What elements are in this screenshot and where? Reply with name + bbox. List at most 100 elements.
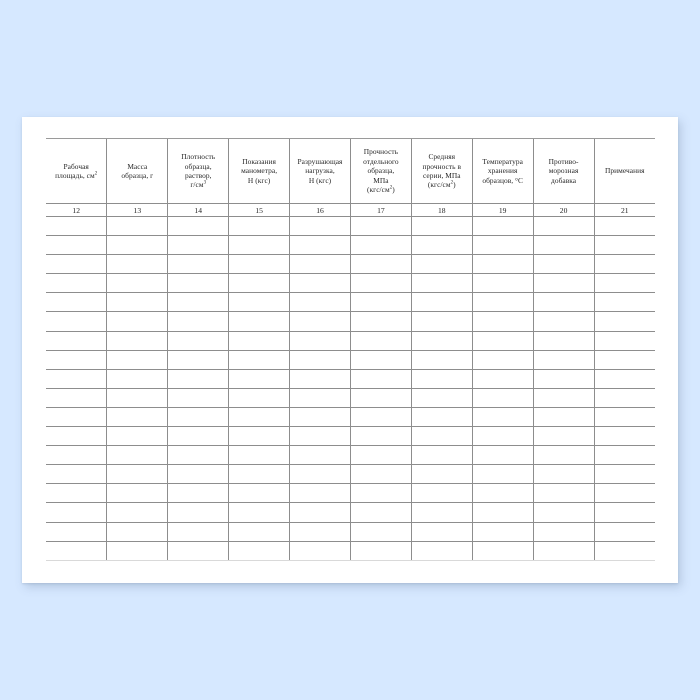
table-cell[interactable]: [228, 311, 290, 332]
table-cell[interactable]: [532, 235, 595, 256]
table-cell[interactable]: [349, 388, 412, 408]
table-cell[interactable]: [289, 502, 351, 523]
table-cell[interactable]: [289, 273, 351, 294]
table-cell[interactable]: [46, 235, 107, 256]
table-cell[interactable]: [167, 522, 229, 542]
table-cell[interactable]: [532, 254, 595, 275]
table-cell[interactable]: [228, 235, 290, 256]
table-cell[interactable]: [532, 350, 595, 370]
table-cell[interactable]: [167, 273, 229, 294]
table-cell[interactable]: [349, 445, 412, 466]
table-cell[interactable]: [167, 541, 229, 561]
table-cell[interactable]: [349, 522, 412, 542]
table-cell[interactable]: [289, 331, 351, 351]
table-cell[interactable]: [349, 331, 412, 351]
table-cell[interactable]: [471, 235, 534, 256]
table-cell[interactable]: [471, 254, 534, 275]
table-cell[interactable]: [532, 388, 595, 408]
table-cell[interactable]: [471, 350, 534, 370]
table-cell[interactable]: [410, 273, 473, 294]
table-cell[interactable]: [532, 502, 595, 523]
table-cell[interactable]: [167, 407, 229, 428]
table-cell[interactable]: [410, 483, 473, 504]
table-cell[interactable]: [471, 502, 534, 523]
table-cell[interactable]: [471, 483, 534, 504]
table-cell[interactable]: [289, 292, 351, 313]
table-cell[interactable]: [167, 350, 229, 370]
table-cell[interactable]: [410, 292, 473, 313]
table-cell[interactable]: [593, 541, 655, 561]
table-cell[interactable]: [228, 464, 290, 485]
table-cell[interactable]: [593, 388, 655, 408]
table-cell[interactable]: [532, 464, 595, 485]
table-cell[interactable]: [167, 331, 229, 351]
table-cell[interactable]: [46, 350, 107, 370]
table-cell[interactable]: [532, 311, 595, 332]
table-cell[interactable]: [410, 369, 473, 389]
table-cell[interactable]: [106, 464, 168, 485]
table-cell[interactable]: [471, 407, 534, 428]
table-cell[interactable]: [46, 292, 107, 313]
table-cell[interactable]: [349, 369, 412, 389]
table-cell[interactable]: [593, 483, 655, 504]
table-cell[interactable]: [106, 407, 168, 428]
table-cell[interactable]: [471, 292, 534, 313]
table-cell[interactable]: [532, 483, 595, 504]
table-cell[interactable]: [228, 292, 290, 313]
table-row[interactable]: [46, 388, 655, 408]
table-cell[interactable]: [532, 216, 595, 237]
table-cell[interactable]: [289, 369, 351, 389]
table-cell[interactable]: [349, 483, 412, 504]
table-cell[interactable]: [410, 426, 473, 447]
table-cell[interactable]: [349, 407, 412, 428]
table-cell[interactable]: [471, 464, 534, 485]
table-row[interactable]: [46, 350, 655, 370]
table-cell[interactable]: [106, 292, 168, 313]
table-cell[interactable]: [593, 273, 655, 294]
table-cell[interactable]: [593, 407, 655, 428]
table-cell[interactable]: [289, 541, 351, 561]
table-cell[interactable]: [289, 464, 351, 485]
table-cell[interactable]: [106, 426, 168, 447]
table-cell[interactable]: [471, 273, 534, 294]
table-cell[interactable]: [228, 216, 290, 237]
table-cell[interactable]: [106, 445, 168, 466]
table-cell[interactable]: [46, 464, 107, 485]
table-cell[interactable]: [106, 369, 168, 389]
table-cell[interactable]: [593, 369, 655, 389]
table-cell[interactable]: [471, 426, 534, 447]
table-row[interactable]: [46, 445, 655, 466]
table-cell[interactable]: [349, 254, 412, 275]
table-cell[interactable]: [46, 426, 107, 447]
table-cell[interactable]: [167, 388, 229, 408]
table-cell[interactable]: [46, 216, 107, 237]
table-cell[interactable]: [106, 522, 168, 542]
table-cell[interactable]: [410, 445, 473, 466]
table-cell[interactable]: [289, 311, 351, 332]
table-cell[interactable]: [410, 254, 473, 275]
table-cell[interactable]: [471, 445, 534, 466]
table-cell[interactable]: [593, 216, 655, 237]
table-cell[interactable]: [106, 350, 168, 370]
table-cell[interactable]: [410, 407, 473, 428]
table-cell[interactable]: [46, 311, 107, 332]
table-cell[interactable]: [46, 254, 107, 275]
table-cell[interactable]: [167, 311, 229, 332]
table-cell[interactable]: [289, 522, 351, 542]
table-cell[interactable]: [289, 235, 351, 256]
table-row[interactable]: [46, 331, 655, 351]
table-row[interactable]: [46, 273, 655, 294]
table-cell[interactable]: [46, 388, 107, 408]
table-cell[interactable]: [593, 502, 655, 523]
table-cell[interactable]: [228, 483, 290, 504]
table-cell[interactable]: [593, 254, 655, 275]
table-cell[interactable]: [593, 311, 655, 332]
table-cell[interactable]: [46, 331, 107, 351]
table-cell[interactable]: [228, 426, 290, 447]
table-cell[interactable]: [46, 445, 107, 466]
table-cell[interactable]: [106, 483, 168, 504]
table-cell[interactable]: [532, 273, 595, 294]
table-row[interactable]: [46, 254, 655, 275]
table-cell[interactable]: [532, 292, 595, 313]
table-row[interactable]: [46, 235, 655, 256]
